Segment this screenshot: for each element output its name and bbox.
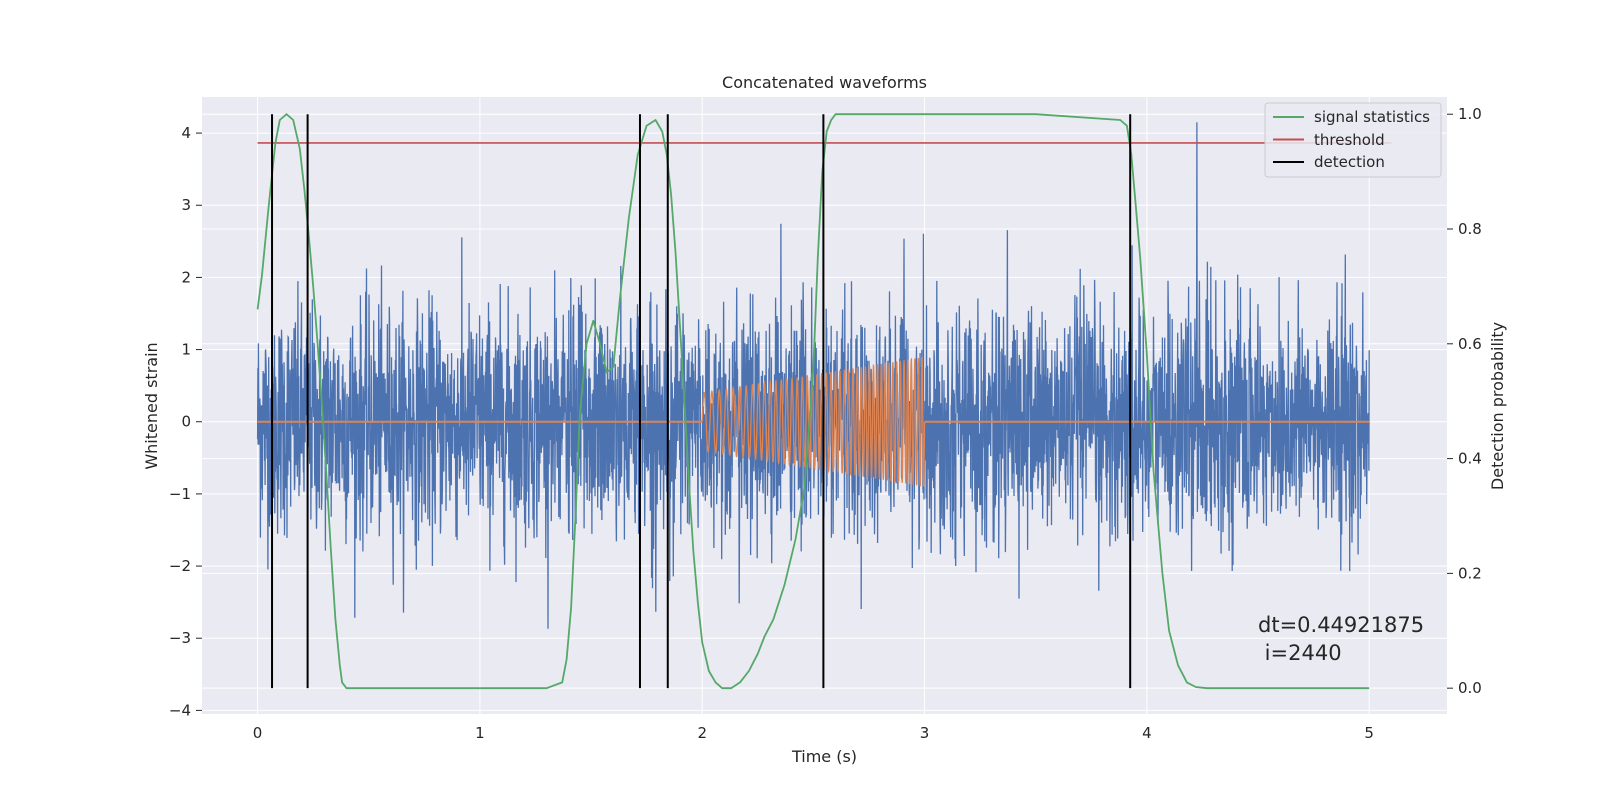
x-tick-label: 3: [920, 724, 930, 742]
y2-tick-label: 0.0: [1458, 679, 1482, 697]
signal-statistics-series: [256, 113, 1370, 690]
y-tick-label: 4: [181, 124, 191, 142]
y-tick-label: 1: [181, 341, 191, 359]
y-tick-label: −1: [169, 485, 191, 503]
x-tick-label: 0: [253, 724, 263, 742]
y-tick-label: 2: [181, 268, 191, 286]
legend-signal-statistics-label: signal statistics: [1314, 108, 1430, 126]
y-tick-label: −3: [169, 629, 191, 647]
y2-tick-label: 1.0: [1458, 105, 1482, 123]
y-tick-label: 3: [181, 196, 191, 214]
y-tick-label: 0: [181, 413, 191, 431]
legend-threshold-label: threshold: [1314, 131, 1385, 149]
legend-frame: [1264, 102, 1442, 178]
annotation-i: i=2440: [1258, 641, 1342, 665]
y-tick-label: −2: [169, 557, 191, 575]
x-tick-label: 5: [1364, 724, 1374, 742]
y2-tick-label: 0.2: [1458, 564, 1482, 582]
y2-tick-label: 0.6: [1458, 335, 1482, 353]
detection-series: [271, 114, 1132, 689]
x-tick-label: 1: [475, 724, 485, 742]
y2-axis-title: Detection probability: [1488, 322, 1507, 490]
signal-statistics-line: [256, 113, 1370, 690]
x-tick-label: 2: [697, 724, 707, 742]
x-tick-label: 4: [1142, 724, 1152, 742]
injected-chirp-series: [257, 356, 1370, 488]
y-axis-title: Whitened strain: [142, 342, 161, 469]
chirp-line: [701, 356, 926, 488]
legend-detection-label: detection: [1314, 153, 1385, 171]
y2-tick-label: 0.8: [1458, 220, 1482, 238]
annotation-dt: dt=0.44921875: [1258, 613, 1424, 637]
ticks: 0 1 2 3 4 5 −4 −3 −2 −1 0 1 2 3 4 0.0 0.2 0.4 0.6 0.8 1.0: [169, 105, 1482, 742]
chart-title: Concatenated waveforms: [722, 73, 927, 92]
legend: signal statistics threshold detection: [1264, 102, 1442, 178]
x-axis-title: Time (s): [791, 747, 857, 766]
y2-tick-label: 0.4: [1458, 450, 1482, 468]
y-tick-label: −4: [169, 701, 191, 719]
